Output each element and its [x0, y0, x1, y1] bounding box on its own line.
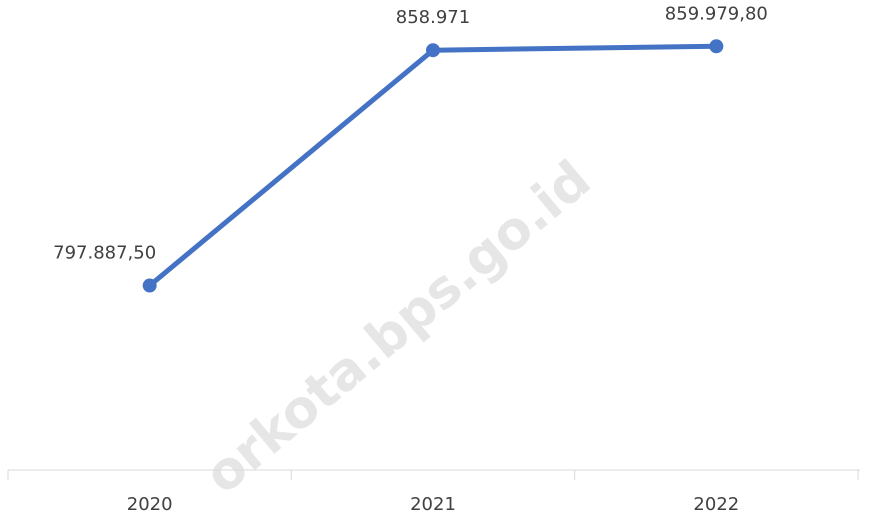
- x-tick-label: 2021: [410, 494, 456, 515]
- point: [142, 278, 157, 293]
- x-tick-label: 2020: [127, 494, 173, 515]
- watermark: orkota.bps.go.id: [194, 150, 602, 506]
- point: [709, 39, 724, 54]
- line: [148, 43, 717, 288]
- point: [426, 43, 440, 58]
- x-tick-label: 2022: [693, 494, 739, 515]
- data-label: 858.971: [396, 7, 470, 28]
- data-label: 859.979,80: [665, 3, 768, 24]
- data-label: 797.887,50: [53, 243, 156, 264]
